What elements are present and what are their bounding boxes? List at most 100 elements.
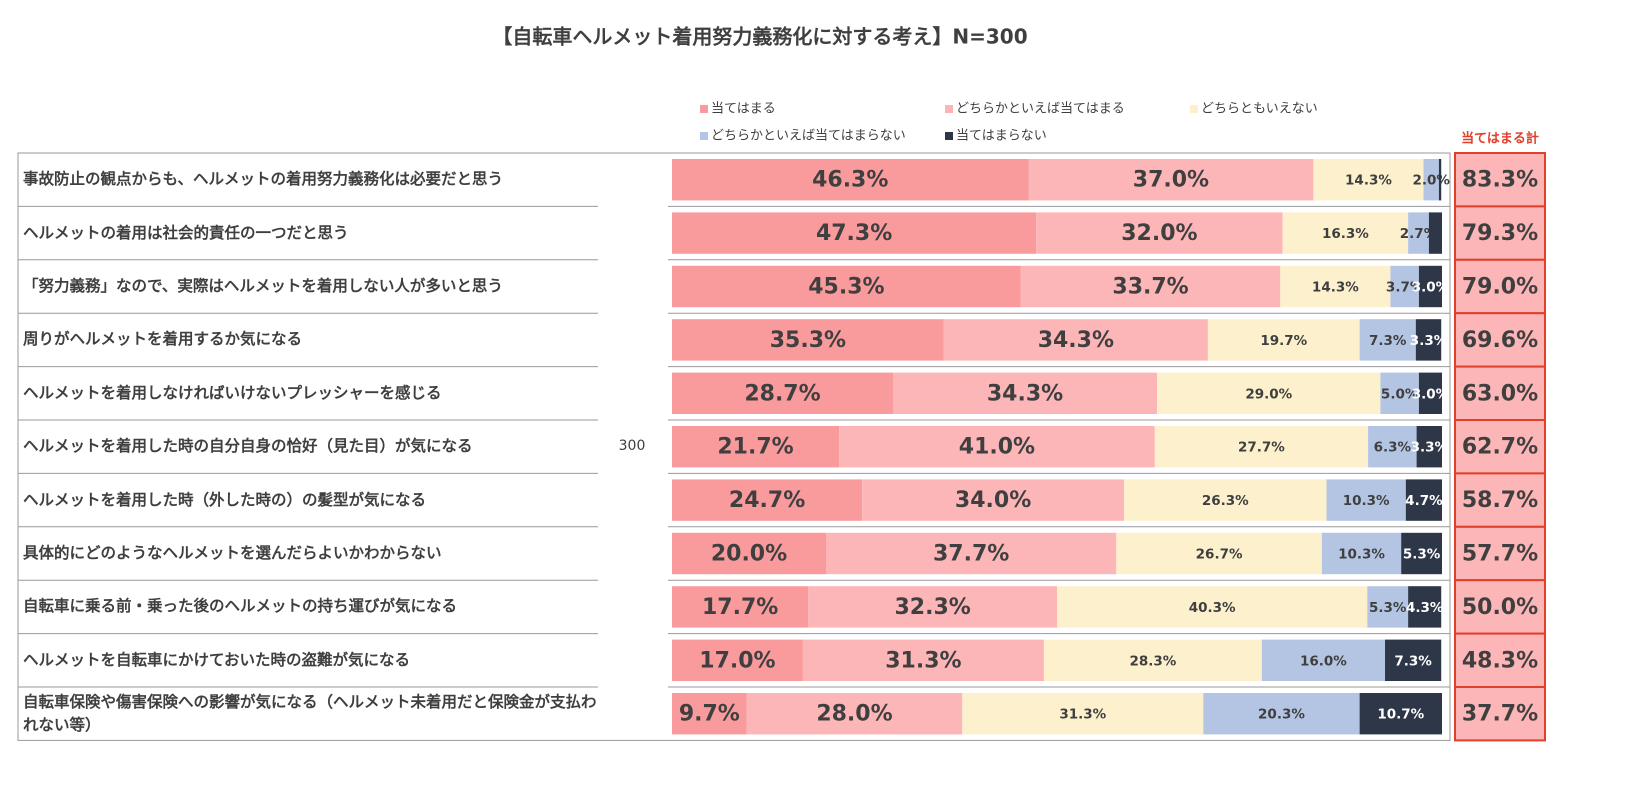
bar-segment: [1418, 265, 1442, 308]
value-label: 21.7%: [717, 435, 793, 460]
total-cell: [1454, 419, 1546, 475]
bar-segment: [839, 426, 1155, 468]
value-label: 16.0%: [1300, 653, 1347, 669]
value-label: 33.7%: [1112, 275, 1188, 300]
legend-label: 当てはまらない: [956, 129, 1047, 144]
value-label: 5.0%: [1381, 386, 1419, 402]
row-label: ヘルメットの着用は社会的責任の一つだと思う: [23, 223, 349, 242]
total-cell: [1454, 632, 1546, 688]
value-label: 2.7%: [1400, 226, 1438, 242]
value-label: 5.3%: [1369, 600, 1407, 616]
value-label: 10.3%: [1343, 493, 1390, 509]
legend-label: どちらかといえば当てはまらない: [711, 129, 906, 144]
value-label: 17.7%: [702, 595, 778, 620]
value-label: 28.3%: [1129, 653, 1176, 669]
bar-segment: [1367, 586, 1409, 628]
total-label: 83.3%: [1462, 168, 1538, 193]
bar-segment: [1359, 319, 1416, 361]
value-label: 3.0%: [1412, 280, 1450, 296]
total-cell: [1454, 258, 1546, 315]
bar-segment: [1207, 319, 1360, 361]
bar-segment: [1123, 479, 1327, 521]
value-label: 20.3%: [1258, 707, 1305, 723]
total-label: 37.7%: [1462, 702, 1538, 727]
bar-segment: [1280, 265, 1391, 308]
total-cell: [1454, 152, 1546, 208]
bar-segment: [746, 693, 963, 735]
value-label: 28.7%: [744, 381, 820, 406]
total-cell: [1454, 205, 1546, 261]
total-label: 79.0%: [1462, 275, 1538, 300]
value-label: 28.0%: [816, 702, 892, 727]
row-label: 周りがヘルメットを着用するか気になる: [23, 330, 303, 349]
bar-segment: [672, 639, 803, 681]
legend-swatch: [945, 105, 953, 113]
bar-segment: [892, 372, 1158, 414]
legend-label: 当てはまる: [711, 102, 776, 117]
bar-segment: [672, 372, 893, 414]
bar-segment: [1423, 159, 1439, 201]
bar-segment: [1028, 159, 1314, 201]
value-label: 32.0%: [1121, 221, 1197, 246]
value-label: 41.0%: [959, 435, 1035, 460]
value-label: 29.0%: [1245, 386, 1292, 402]
legend-swatch: [1190, 105, 1198, 113]
value-label: 20.0%: [711, 542, 787, 567]
bar-segment: [1359, 693, 1442, 735]
bar-segment: [1321, 532, 1402, 575]
bar-segment: [672, 426, 840, 468]
bar-segment: [1326, 479, 1406, 521]
value-label: 31.3%: [885, 648, 961, 673]
value-label: 32.3%: [894, 595, 970, 620]
bar-segment: [826, 532, 1117, 575]
row-label: 自転車に乗る前・乗った後のヘルメットの持ち運びが気になる: [23, 597, 458, 616]
value-label: 7.3%: [1369, 333, 1407, 349]
value-label: 6.3%: [1374, 440, 1412, 456]
bar-segment: [1418, 372, 1442, 414]
value-label: 3.0%: [1412, 386, 1450, 402]
bar-segment: [1368, 426, 1417, 468]
legend-swatch: [945, 132, 953, 140]
value-label: 14.3%: [1312, 280, 1359, 296]
value-label: 47.3%: [816, 221, 892, 246]
value-label: 45.3%: [808, 275, 884, 300]
bar-segment: [1036, 212, 1283, 254]
value-label: 7.3%: [1394, 653, 1432, 669]
total-label: 69.6%: [1462, 328, 1538, 353]
n-label: 300: [619, 438, 646, 454]
value-label: 31.3%: [1059, 707, 1106, 723]
total-header: 当てはまる計: [1461, 131, 1539, 147]
bar-segment: [672, 479, 863, 521]
legend-swatch: [700, 132, 708, 140]
total-label: 48.3%: [1462, 648, 1538, 673]
row-label: 事故防止の観点からも、ヘルメットの着用努力義務化は必要だと思う: [23, 170, 504, 189]
table-frame: [17, 152, 1451, 741]
bar-segment: [672, 159, 1029, 201]
bar-segment: [1020, 265, 1281, 308]
bar-segment: [1261, 639, 1386, 681]
bar-segment: [1380, 372, 1419, 414]
value-label: 26.3%: [1202, 493, 1249, 509]
row-label: ヘルメットを着用した時（外した時の）の髪型が気になる: [23, 490, 427, 509]
legend-swatch: [700, 105, 708, 113]
value-label: 37.0%: [1133, 168, 1209, 193]
total-label: 62.7%: [1462, 435, 1538, 460]
value-label: 34.0%: [955, 488, 1031, 513]
legend-label: どちらともいえない: [1201, 102, 1318, 117]
bar-segment: [802, 639, 1044, 681]
row-label: 「努力義務」なので、実際はヘルメットを着用しない人が多いと思う: [23, 276, 503, 295]
bar-segment: [808, 586, 1057, 628]
bar-segment: [672, 532, 826, 575]
value-label: 3.3%: [1410, 333, 1448, 349]
total-cell: [1454, 472, 1546, 528]
bar-segment: [1415, 319, 1442, 361]
value-label: 3.7%: [1386, 280, 1424, 296]
total-cell: [1454, 579, 1546, 635]
row-label: ヘルメットを着用した時の自分自身の恰好（見た目）が気になる: [23, 437, 473, 456]
value-label: 40.3%: [1189, 600, 1236, 616]
total-label: 50.0%: [1462, 595, 1538, 620]
value-label: 19.7%: [1260, 333, 1307, 349]
value-label: 24.7%: [729, 488, 805, 513]
